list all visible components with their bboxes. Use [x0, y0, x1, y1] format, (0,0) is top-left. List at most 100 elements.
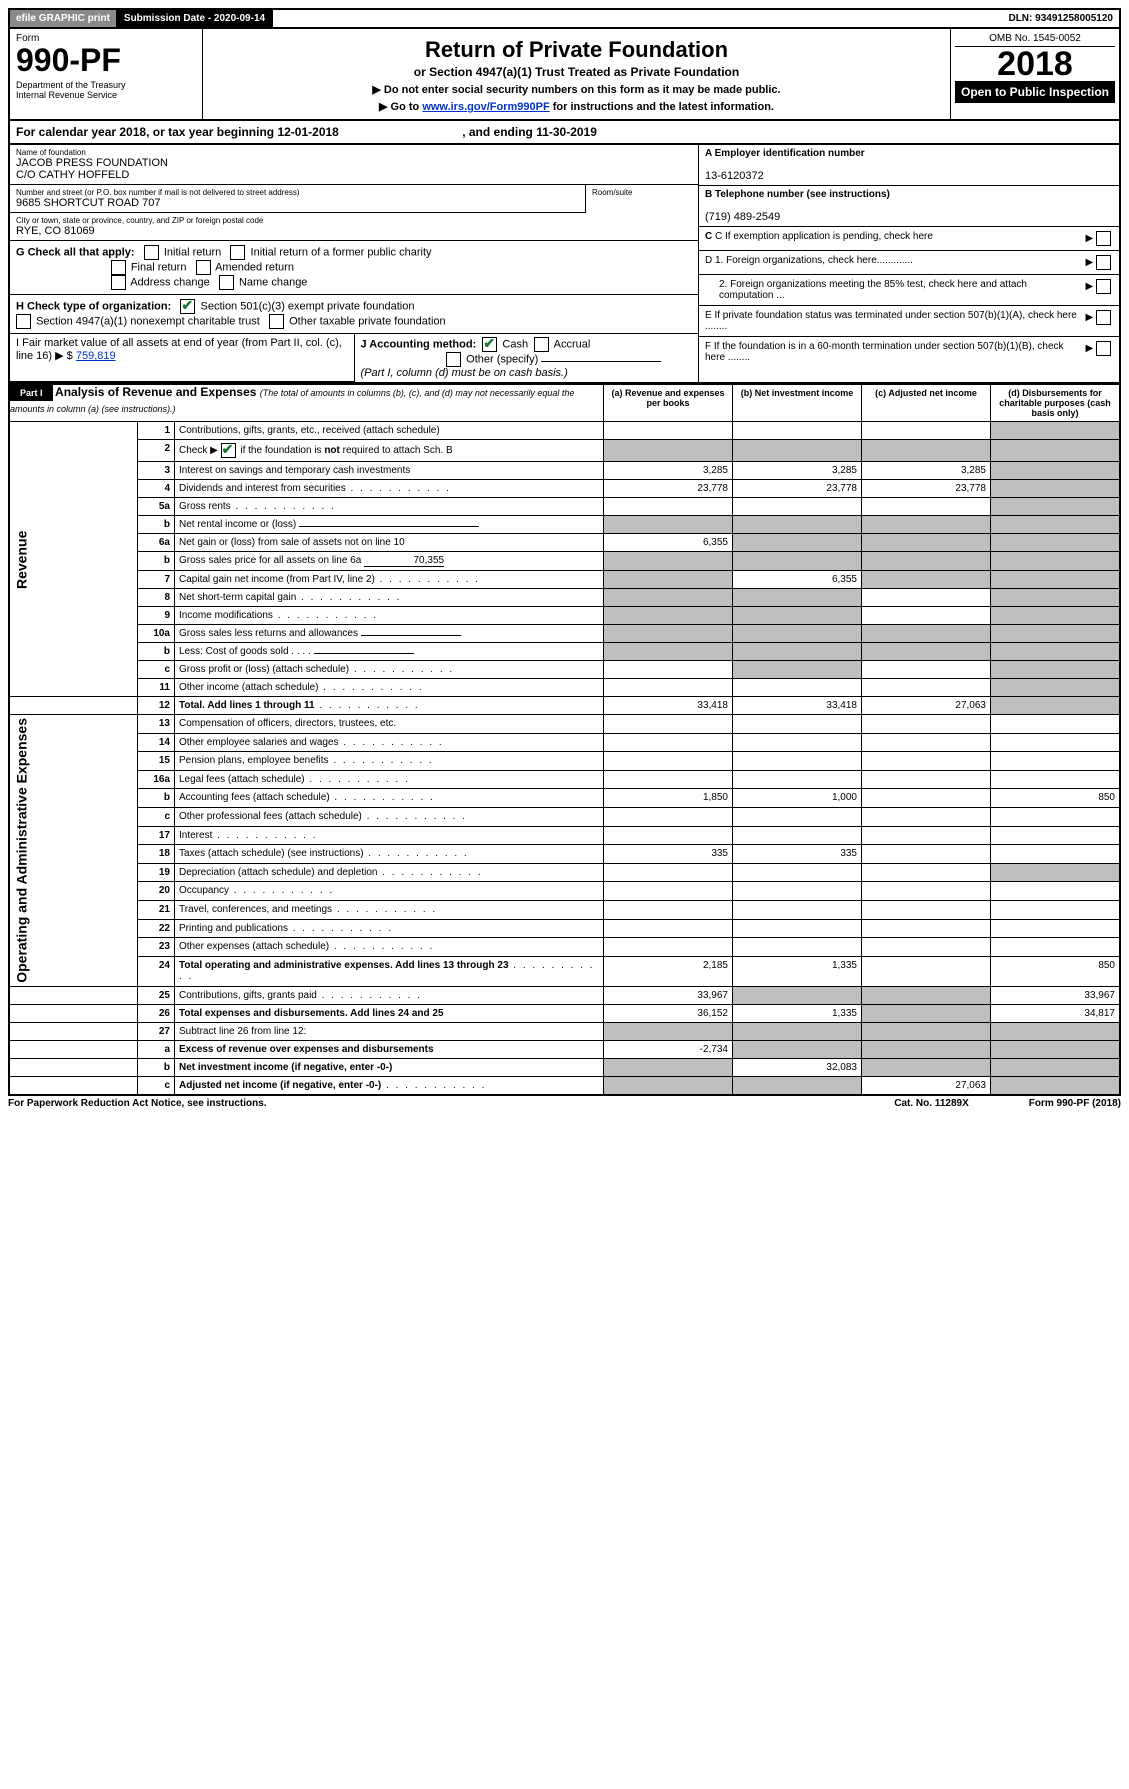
table-row: 18Taxes (attach schedule) (see instructi…	[9, 845, 1120, 864]
table-row: bNet investment income (if negative, ent…	[9, 1058, 1120, 1076]
4947a1-checkbox[interactable]	[16, 314, 31, 329]
table-row: cAdjusted net income (if negative, enter…	[9, 1076, 1120, 1095]
name-label: Name of foundation	[16, 148, 692, 157]
table-row: 26Total expenses and disbursements. Add …	[9, 1004, 1120, 1022]
city-label: City or town, state or province, country…	[16, 216, 692, 225]
table-row: 22Printing and publications	[9, 919, 1120, 938]
efile-print-button[interactable]: efile GRAPHIC print	[10, 10, 118, 27]
section-c-label: C If exemption application is pending, c…	[715, 231, 933, 242]
final-return-checkbox[interactable]	[111, 260, 126, 275]
foreign-85-checkbox[interactable]	[1096, 279, 1111, 294]
page-footer: For Paperwork Reduction Act Notice, see …	[8, 1096, 1121, 1111]
table-row: 19Depreciation (attach schedule) and dep…	[9, 863, 1120, 882]
col-b-header: (b) Net investment income	[733, 385, 862, 422]
section-d2-label: 2. Foreign organizations meeting the 85%…	[719, 279, 1027, 301]
dln: DLN: 93491258005120	[1002, 10, 1119, 27]
form-number: 990-PF	[16, 44, 196, 76]
status-terminated-checkbox[interactable]	[1096, 310, 1111, 325]
table-row: 20Occupancy	[9, 882, 1120, 901]
exemption-pending-checkbox[interactable]	[1096, 231, 1111, 246]
table-row: 24Total operating and administrative exp…	[9, 956, 1120, 986]
catalog-number: Cat. No. 11289X	[894, 1098, 968, 1109]
table-row: Operating and Administrative Expenses 13…	[9, 715, 1120, 734]
address-change-checkbox[interactable]	[111, 275, 126, 290]
form-subtitle: or Section 4947(a)(1) Trust Treated as P…	[209, 65, 944, 79]
table-row: 11Other income (attach schedule)	[9, 679, 1120, 697]
table-row: bLess: Cost of goods sold . . . .	[9, 643, 1120, 661]
initial-return-former-checkbox[interactable]	[230, 245, 245, 260]
sch-b-not-required-checkbox[interactable]	[221, 443, 236, 458]
ein-value: 13-6120372	[705, 170, 764, 182]
addr-label: Number and street (or P.O. box number if…	[16, 188, 579, 197]
table-row: 7Capital gain net income (from Part IV, …	[9, 571, 1120, 589]
section-d1-label: D 1. Foreign organizations, check here..…	[705, 255, 913, 266]
foundation-name: JACOB PRESS FOUNDATION	[16, 157, 692, 169]
form-title: Return of Private Foundation	[209, 37, 944, 63]
street-address: 9685 SHORTCUT ROAD 707	[16, 197, 579, 209]
table-row: 4Dividends and interest from securities …	[9, 480, 1120, 498]
calendar-year-row: For calendar year 2018, or tax year begi…	[8, 121, 1121, 145]
table-row: 5aGross rents	[9, 498, 1120, 516]
table-row: bAccounting fees (attach schedule)1,8501…	[9, 789, 1120, 808]
table-row: bGross sales price for all assets on lin…	[9, 552, 1120, 571]
fmv-value: 759,819	[76, 350, 116, 362]
cash-method-checkbox[interactable]	[482, 337, 497, 352]
section-j: J Accounting method: Cash Accrual Other …	[354, 334, 699, 382]
table-row: cGross profit or (loss) (attach schedule…	[9, 661, 1120, 679]
accrual-method-checkbox[interactable]	[534, 337, 549, 352]
other-method-checkbox[interactable]	[446, 352, 461, 367]
table-row: 23Other expenses (attach schedule)	[9, 938, 1120, 957]
city-state-zip: RYE, CO 81069	[16, 225, 692, 237]
table-row: cOther professional fees (attach schedul…	[9, 807, 1120, 826]
section-e-label: E If private foundation status was termi…	[705, 310, 1077, 332]
form-footer-label: Form 990-PF (2018)	[1029, 1098, 1121, 1109]
phone-label: B Telephone number (see instructions)	[705, 189, 890, 200]
table-row: 27Subtract line 26 from line 12:	[9, 1022, 1120, 1040]
part1-label: Part I	[10, 385, 53, 401]
instr-goto: ▶ Go to www.irs.gov/Form990PF for instru…	[209, 100, 944, 113]
table-row: 9Income modifications	[9, 607, 1120, 625]
table-row: 8Net short-term capital gain	[9, 589, 1120, 607]
table-row: 6aNet gain or (loss) from sale of assets…	[9, 534, 1120, 552]
table-row: 16aLegal fees (attach schedule)	[9, 770, 1120, 789]
amended-return-checkbox[interactable]	[196, 260, 211, 275]
dept-treasury: Department of the Treasury	[16, 80, 196, 90]
table-row: bNet rental income or (loss)	[9, 516, 1120, 534]
open-to-public: Open to Public Inspection	[955, 81, 1115, 103]
table-row: 3Interest on savings and temporary cash …	[9, 462, 1120, 480]
section-f-label: F If the foundation is in a 60-month ter…	[705, 341, 1064, 363]
top-bar: efile GRAPHIC print Submission Date - 20…	[8, 8, 1121, 29]
name-change-checkbox[interactable]	[219, 275, 234, 290]
table-row: 15Pension plans, employee benefits	[9, 752, 1120, 771]
tax-year-end: 11-30-2019	[536, 125, 597, 139]
section-h: H Check type of organization: Section 50…	[10, 295, 698, 334]
col-d-header: (d) Disbursements for charitable purpose…	[991, 385, 1121, 422]
form-instructions-link[interactable]: www.irs.gov/Form990PF	[422, 101, 549, 113]
table-row: 12Total. Add lines 1 through 11 33,41833…	[9, 697, 1120, 715]
section-g: G Check all that apply: Initial return I…	[10, 241, 698, 295]
entity-info: Name of foundation JACOB PRESS FOUNDATIO…	[8, 145, 1121, 384]
table-row: 10aGross sales less returns and allowanc…	[9, 625, 1120, 643]
table-row: Revenue 1 Contributions, gifts, grants, …	[9, 422, 1120, 440]
tax-year: 2018	[955, 47, 1115, 81]
other-taxable-checkbox[interactable]	[269, 314, 284, 329]
room-label: Room/suite	[592, 188, 692, 197]
irs-label: Internal Revenue Service	[16, 90, 196, 100]
foreign-org-checkbox[interactable]	[1096, 255, 1111, 270]
submission-date: Submission Date - 2020-09-14	[118, 10, 273, 27]
ein-label: A Employer identification number	[705, 148, 865, 159]
initial-return-checkbox[interactable]	[144, 245, 159, 260]
care-of-name: C/O CATHY HOFFELD	[16, 169, 692, 181]
tax-year-begin: 12-01-2018	[277, 125, 338, 139]
table-row: 17Interest	[9, 826, 1120, 845]
form-header: Form 990-PF Department of the Treasury I…	[8, 29, 1121, 121]
60-month-termination-checkbox[interactable]	[1096, 341, 1111, 356]
501c3-checkbox[interactable]	[180, 299, 195, 314]
revenue-section-label: Revenue	[9, 422, 138, 697]
phone-value: (719) 489-2549	[705, 211, 780, 223]
expenses-section-label: Operating and Administrative Expenses	[9, 715, 138, 987]
instr-no-ssn: ▶ Do not enter social security numbers o…	[209, 83, 944, 96]
col-a-header: (a) Revenue and expenses per books	[604, 385, 733, 422]
paperwork-notice: For Paperwork Reduction Act Notice, see …	[8, 1098, 267, 1109]
col-c-header: (c) Adjusted net income	[862, 385, 991, 422]
